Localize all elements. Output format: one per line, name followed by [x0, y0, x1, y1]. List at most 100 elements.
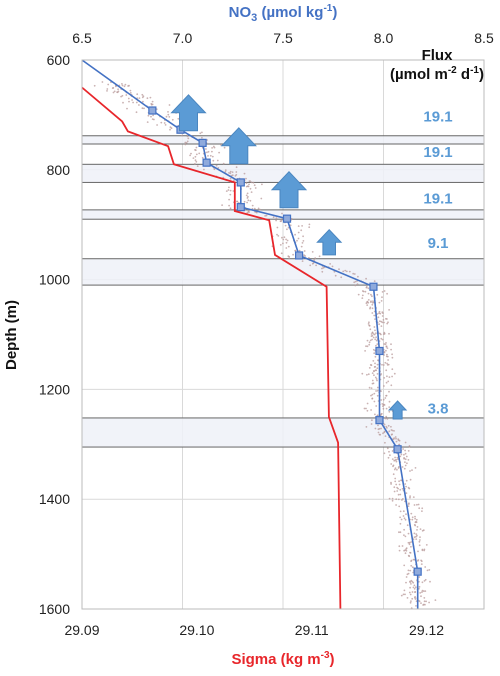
sample-dot [378, 427, 381, 430]
sample-dot [286, 239, 289, 242]
sample-dot [168, 104, 171, 106]
sample-dot [297, 231, 300, 234]
sample-dot [387, 424, 390, 427]
sample-dot [160, 121, 163, 124]
sample-dot [313, 259, 316, 262]
sample-dot [275, 219, 277, 222]
sample-dot [407, 572, 410, 575]
nitrate-marker [393, 445, 402, 454]
sample-dot [149, 96, 152, 99]
sample-dot [390, 463, 393, 465]
sample-dot [416, 526, 419, 528]
sample-dot [412, 586, 415, 589]
sample-dot [281, 236, 283, 239]
sample-dot [386, 375, 388, 378]
sample-dot [321, 267, 323, 270]
sample-dot [415, 535, 417, 538]
sample-dot [408, 555, 411, 558]
sample-dot [282, 242, 284, 245]
sample-dot [403, 453, 405, 456]
sample-dot [417, 550, 419, 553]
sample-dot [407, 503, 410, 505]
sample-dot [205, 148, 207, 150]
sample-dot [386, 418, 389, 420]
sample-dot [203, 168, 205, 171]
sample-dot [373, 392, 376, 395]
sample-dot [253, 184, 256, 187]
sample-dot [251, 204, 254, 207]
sample-dot [408, 543, 411, 546]
sample-dot [229, 172, 232, 175]
sample-dot [421, 591, 423, 593]
sample-dot [225, 190, 228, 193]
sample-dot [410, 512, 413, 515]
sample-dot [409, 470, 411, 472]
sample-dot [391, 375, 393, 378]
sample-dot [421, 589, 424, 592]
sample-dot [386, 318, 388, 320]
sample-dot [383, 385, 385, 387]
sample-dot [391, 356, 394, 359]
sample-dot [386, 355, 389, 358]
sample-dot [403, 528, 405, 531]
sample-dot [396, 490, 399, 492]
sample-dot [195, 146, 198, 149]
sample-dot [353, 273, 356, 275]
sample-dot [418, 576, 421, 578]
sample-dot [375, 390, 377, 392]
sample-dot [365, 302, 368, 305]
sample-dot [403, 517, 406, 520]
sample-dot [314, 257, 317, 260]
sample-dot [150, 115, 152, 118]
sample-dot [410, 564, 413, 567]
top-axis-tick-label: 8.5 [474, 30, 494, 46]
sample-dot [390, 483, 392, 485]
sample-dot [171, 118, 174, 121]
sample-dot [382, 312, 384, 314]
sample-dot [395, 483, 398, 486]
sample-dot [371, 338, 373, 341]
sample-dot [367, 323, 370, 325]
sample-dot [371, 331, 374, 334]
sample-dot [419, 536, 421, 538]
sample-dot [106, 90, 108, 92]
sample-dot [101, 81, 104, 83]
sample-dot [413, 584, 416, 587]
sample-dot [220, 144, 222, 146]
sample-dot [388, 497, 391, 500]
sample-dot [156, 124, 159, 126]
sample-dot [375, 378, 378, 380]
sample-dot [249, 199, 252, 202]
sample-dot [152, 114, 155, 117]
sample-dot [384, 397, 387, 399]
sample-dot [426, 569, 429, 572]
sample-dot [424, 603, 426, 606]
nitrate-marker [198, 138, 207, 147]
sample-dot [381, 291, 384, 293]
sample-dot [384, 361, 387, 364]
sample-dot [288, 255, 291, 258]
sample-dot [397, 438, 400, 440]
sample-dot [398, 545, 401, 548]
sample-dot [380, 337, 383, 340]
sample-dot [357, 275, 359, 278]
sample-dot [387, 380, 390, 383]
sample-dot [388, 390, 390, 393]
sample-dot [425, 600, 427, 603]
sample-dot [380, 325, 383, 327]
sample-dot [407, 541, 410, 544]
sample-dot [195, 153, 198, 156]
sample-dot [383, 290, 386, 292]
flux-value-label: 9.1 [428, 235, 449, 252]
sample-dot [421, 507, 424, 510]
top-axis-tick-label: 6.5 [72, 30, 92, 46]
sample-dot [428, 569, 431, 571]
sample-dot [398, 531, 400, 534]
sample-dot [411, 518, 414, 521]
sample-dot [423, 600, 426, 603]
sample-dot [303, 250, 306, 252]
sample-dot [227, 189, 230, 191]
sample-dot [367, 292, 370, 295]
sample-dot [168, 116, 171, 118]
sample-dot [369, 339, 372, 342]
